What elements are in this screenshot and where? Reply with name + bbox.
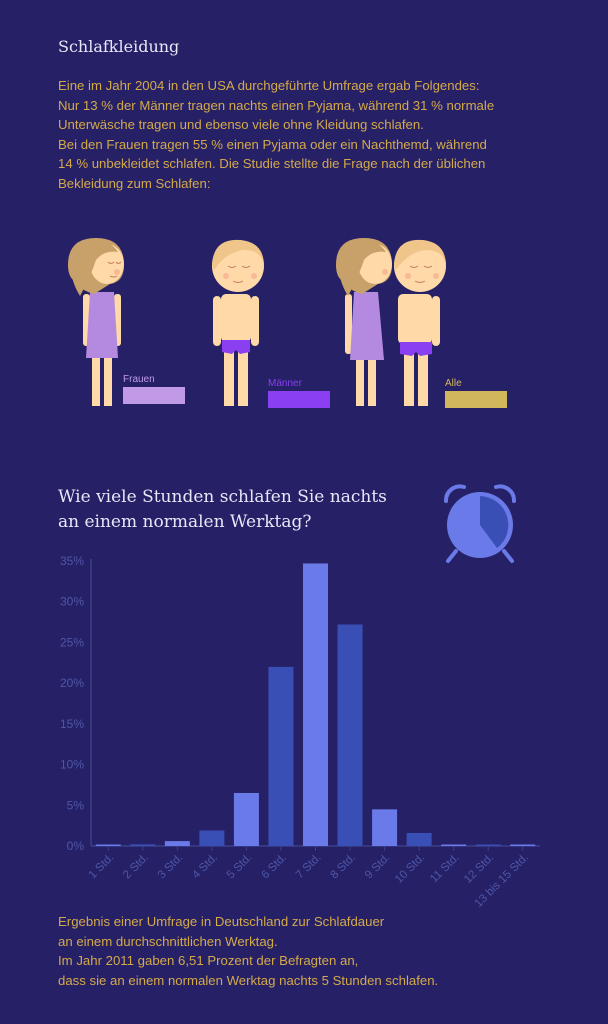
legend-bar-maenner <box>268 391 330 408</box>
intro-line: Unterwäsche tragen und ebenso viele ohne… <box>58 117 424 132</box>
intro-line: 14 % unbekleidet schlafen. Die Studie st… <box>58 156 486 171</box>
y-tick-label: 0% <box>67 839 85 853</box>
y-tick-label: 5% <box>67 798 85 812</box>
intro-line: Nur 13 % der Männer tragen nachts einen … <box>58 97 495 113</box>
y-tick-label: 10% <box>60 758 84 772</box>
legend-bar-alle <box>445 391 507 408</box>
intro-line: Bei den Frauen tragen 55 % einen Pyjama … <box>58 136 487 152</box>
footer-text: Ergebnis einer Umfrage in Deutschland zu… <box>58 912 578 990</box>
legend-label-frauen: Frauen <box>123 374 155 385</box>
alarm-clock-icon <box>444 484 516 563</box>
y-tick-label: 15% <box>60 717 84 731</box>
footer-line: dass sie an einem normalen Werktag nacht… <box>58 972 439 988</box>
x-tick-label: 1 Std. <box>87 852 117 882</box>
y-tick-label: 20% <box>60 676 84 690</box>
bar-9 <box>372 809 398 846</box>
bar-13 <box>510 844 536 846</box>
question-title: Wie viele Stunden schlafen Sie nachts an… <box>58 485 387 535</box>
x-tick-label: 10 Std. <box>393 852 427 886</box>
bar-7 <box>303 563 328 846</box>
bar-10 <box>406 832 432 846</box>
bar-1 <box>95 844 121 846</box>
woman-figure-icon <box>68 238 124 406</box>
footer-line: Ergebnis einer Umfrage in Deutschland zu… <box>58 914 385 929</box>
y-tick-label: 25% <box>60 635 84 649</box>
man-figure-icon <box>212 239 264 406</box>
y-tick-label: 30% <box>60 595 84 609</box>
x-tick-label: 4 Std. <box>190 852 220 882</box>
question-line: Wie viele Stunden schlafen Sie nachts <box>58 487 387 507</box>
x-tick-label: 2 Std. <box>121 852 151 882</box>
bar-5 <box>233 792 259 846</box>
bar-8 <box>337 624 363 846</box>
bar-4 <box>199 830 225 846</box>
section-title: Schlafkleidung <box>58 37 180 56</box>
legend-label-maenner: Männer <box>268 378 302 389</box>
bar-12 <box>475 844 501 846</box>
bar-2 <box>130 844 156 846</box>
x-tick-label: 12 Std. <box>462 852 496 886</box>
question-line: an einem normalen Werktag? <box>58 512 312 532</box>
x-tick-label: 7 Std. <box>294 852 324 882</box>
x-tick-label: 8 Std. <box>328 852 358 882</box>
couple-figure-icon <box>336 238 446 406</box>
intro-line: Eine im Jahr 2004 in den USA durchgeführ… <box>58 78 480 93</box>
figures-svg <box>68 238 446 406</box>
footer-line: Im Jahr 2011 gaben 6,51 Prozent der Befr… <box>58 953 359 968</box>
legend-label-alle: Alle <box>445 378 462 389</box>
bar-6 <box>268 666 294 846</box>
sleepwear-illustration: Frauen Männer Alle <box>0 220 608 420</box>
bar-3 <box>164 841 190 846</box>
x-tick-label: 11 Std. <box>428 852 462 886</box>
x-tick-label: 3 Std. <box>156 852 186 882</box>
sleep-duration-chart: 0% 5% 10% 15% 20% 25% 30% 35% 1 Std. 2 Std. 3 Std.… <box>60 554 540 910</box>
x-tick-label: 5 Std. <box>225 852 255 882</box>
x-tick-label: 6 Std. <box>259 852 289 882</box>
bar-11 <box>441 844 467 846</box>
x-tick-label: 9 Std. <box>363 852 393 882</box>
intro-text: Eine im Jahr 2004 in den USA durchgeführ… <box>58 76 518 193</box>
y-tick-label: 35% <box>60 554 84 568</box>
intro-line: Bekleidung zum Schlafen: <box>58 175 211 191</box>
legend-bar-frauen <box>123 387 185 404</box>
footer-line: an einem durchschnittlichen Werktag. <box>58 933 278 949</box>
